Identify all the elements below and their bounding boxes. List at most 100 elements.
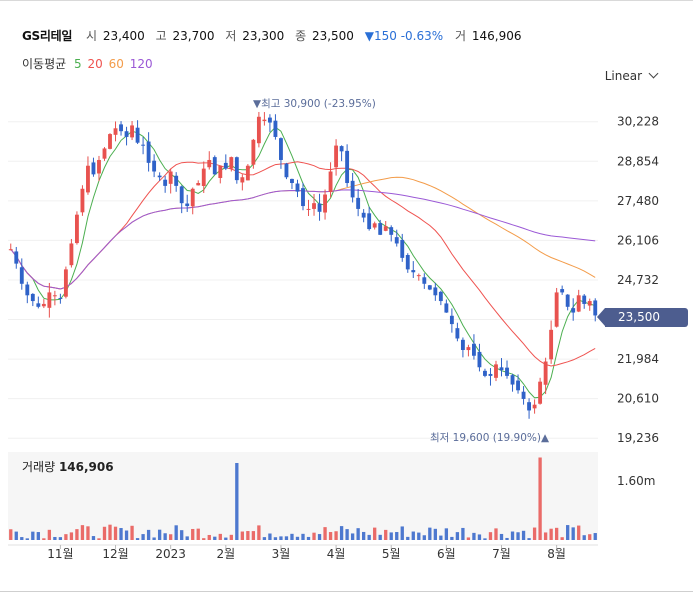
volume-bar — [350, 533, 355, 540]
moving-average-legend[interactable]: 이동평균 5 20 60 120 — [22, 55, 157, 72]
candle-body — [483, 370, 487, 376]
close-label: 종 — [295, 29, 307, 43]
volume-bar — [450, 536, 454, 540]
candle-body — [306, 208, 311, 210]
volume-bar — [53, 536, 57, 540]
volume-bar — [472, 532, 476, 540]
volume-bar — [273, 537, 278, 540]
candle-body — [168, 171, 173, 184]
volume-bar — [119, 528, 123, 540]
candle-body — [538, 381, 543, 404]
candle-body — [251, 139, 256, 165]
volume-panel-label: 거래량 146,906 — [22, 458, 114, 475]
y-tick-label: 28,854 — [617, 154, 659, 168]
change-value: ▼150 -0.63% — [364, 29, 444, 43]
candle-body — [223, 162, 228, 169]
volume-bar — [422, 535, 426, 540]
volume-bar — [395, 532, 399, 540]
volume-bar — [218, 533, 222, 540]
scale-selector[interactable]: Linear — [604, 68, 659, 83]
candle-body — [301, 188, 305, 207]
volume-bar — [80, 525, 85, 540]
volume-bar — [240, 531, 244, 540]
volume-bar — [400, 526, 404, 540]
candle-body — [47, 292, 52, 308]
volume-bar — [113, 526, 118, 540]
volume-bar — [566, 525, 570, 540]
y-tick-label: 19,236 — [617, 431, 659, 445]
candle-body — [240, 177, 245, 183]
volume-bar — [91, 536, 96, 540]
volume-bar — [588, 534, 592, 540]
volume-bar — [362, 531, 366, 540]
x-axis: 11월 12월 2023 2월 3월 4월 5월 6월 7월 8월 — [47, 545, 566, 561]
volume-bar — [345, 529, 349, 540]
volume-bar — [86, 526, 90, 540]
bottom-divider — [0, 591, 693, 592]
candle-body — [234, 157, 239, 181]
candle-body — [339, 146, 344, 152]
x-tick-label: 3월 — [272, 547, 291, 561]
volume-bar — [527, 538, 531, 540]
low-value: 23,300 — [242, 29, 285, 43]
candle-body — [549, 329, 554, 360]
candle-body — [179, 186, 184, 204]
candle-body — [334, 145, 339, 168]
open-value: 23,400 — [102, 29, 145, 43]
y-tick-label: 21,984 — [617, 352, 659, 366]
volume-bar — [317, 534, 322, 540]
candle-body — [196, 183, 201, 186]
candle-body — [565, 294, 570, 307]
open-label: 시 — [85, 29, 97, 43]
volume-bar — [301, 533, 305, 540]
volume-axis-label: 1.60m — [617, 474, 655, 488]
candle-body — [212, 157, 217, 175]
candle-body — [74, 214, 79, 244]
y-tick-label: 24,732 — [617, 273, 659, 287]
candle-body — [422, 277, 427, 284]
x-tick-label: 5월 — [382, 547, 401, 561]
volume-bar — [169, 534, 173, 540]
y-axis: 30,228 28,854 27,480 26,106 24,732 21,984 20,6… — [617, 115, 659, 488]
candle-body — [460, 339, 465, 350]
candlesticks — [8, 111, 598, 419]
candle-body — [576, 295, 581, 312]
candle-body — [367, 213, 372, 230]
volume-bar — [577, 525, 581, 540]
scale-selector-label: Linear — [604, 69, 642, 83]
candle-body — [30, 293, 35, 302]
candle-body — [279, 138, 283, 160]
volume-bar — [444, 528, 449, 540]
volume-panel-title: 거래량 — [22, 460, 56, 474]
candle-body — [108, 134, 112, 149]
volume-bar — [466, 537, 471, 540]
candle-body — [267, 117, 272, 123]
volume-bar — [560, 537, 564, 540]
candle-body — [102, 148, 107, 159]
candle-body — [472, 343, 476, 356]
volume-bar — [549, 528, 553, 540]
candle-body — [295, 183, 300, 192]
candle-body — [455, 328, 460, 339]
volume-panel-value: 146,906 — [58, 460, 114, 474]
candle-body — [52, 295, 57, 297]
y-tick-label: 26,106 — [617, 233, 659, 247]
high-label: 고 — [155, 29, 167, 43]
volume-bar — [461, 527, 465, 540]
y-tick-label: 20,610 — [617, 392, 659, 406]
grid-lines — [8, 121, 598, 546]
candle-body — [97, 159, 101, 174]
volume-bar — [124, 530, 129, 540]
candle-body — [405, 255, 410, 270]
volume-bar — [163, 533, 167, 540]
volume-bar — [224, 537, 228, 540]
candle-body — [256, 116, 261, 144]
volume-bar — [571, 527, 575, 540]
candle-body — [394, 237, 399, 244]
candle-body — [582, 295, 587, 304]
volume-bar — [521, 530, 526, 540]
x-tick-label: 12월 — [102, 547, 128, 561]
candle-body — [25, 284, 30, 296]
candle-body — [488, 373, 493, 376]
